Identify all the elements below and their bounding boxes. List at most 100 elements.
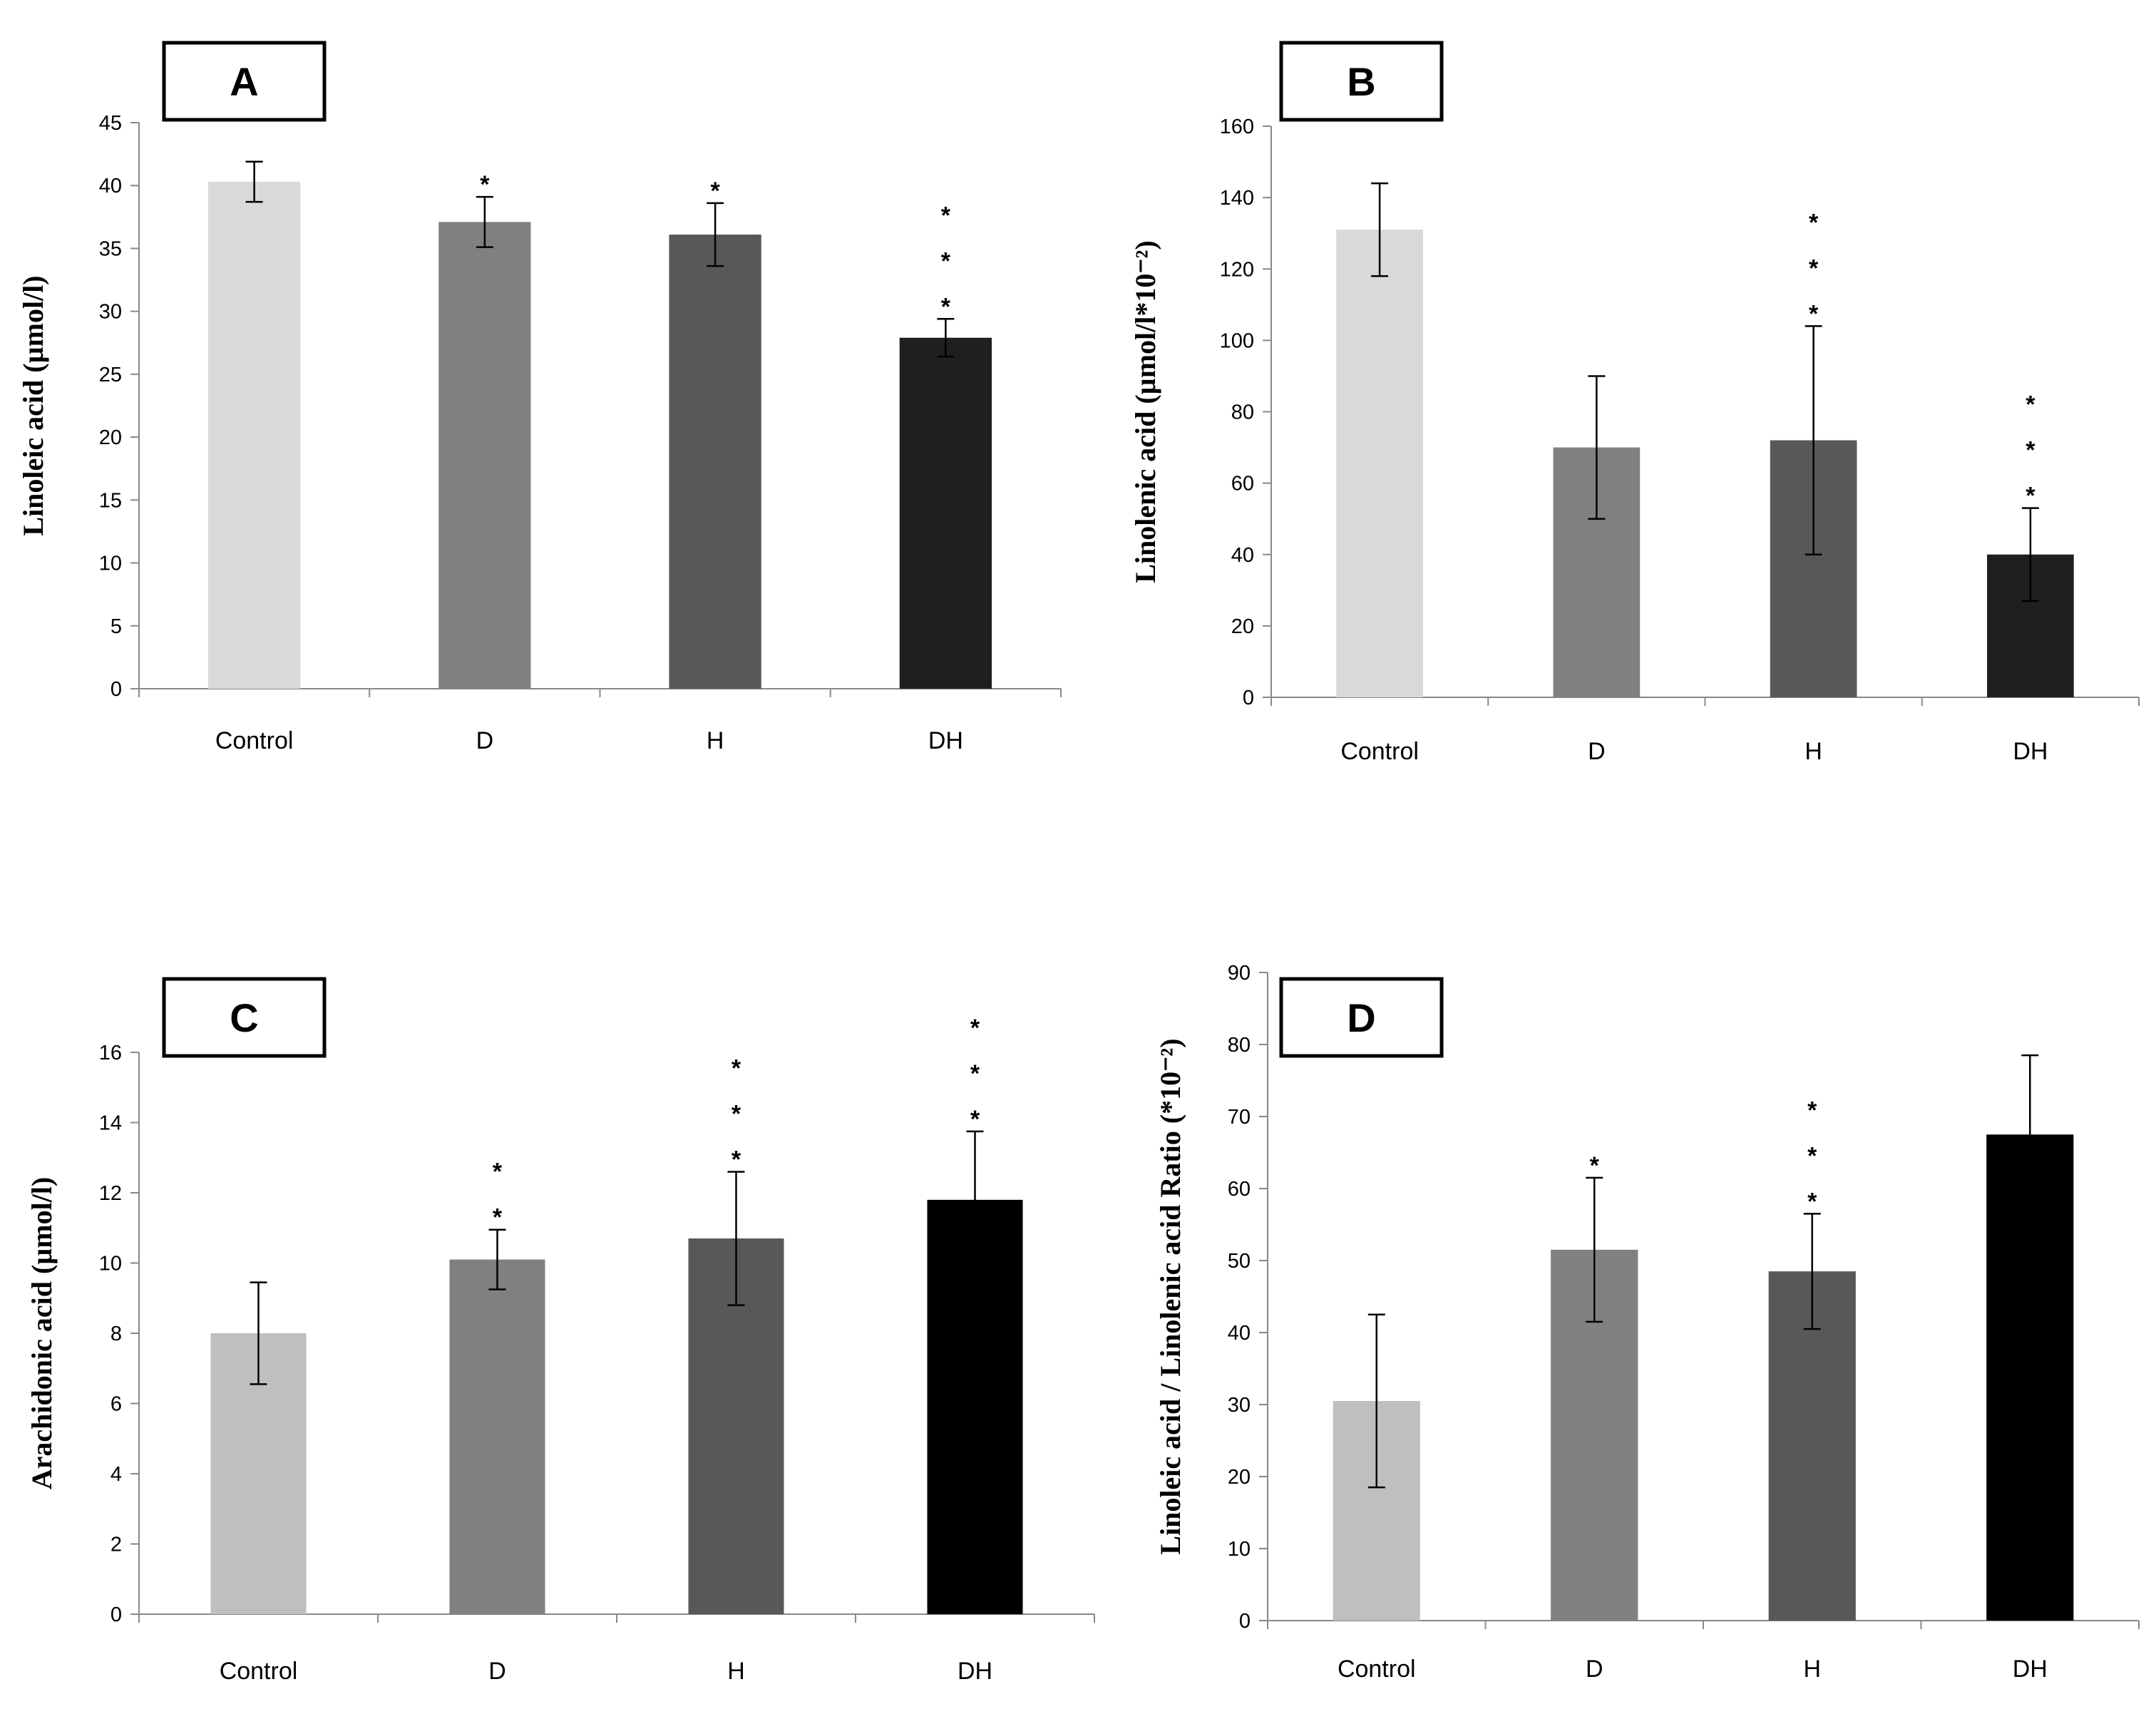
y-tick-label: 60 bbox=[1231, 473, 1254, 496]
y-tick-label: 40 bbox=[1228, 1322, 1251, 1345]
significance-star: * bbox=[970, 1106, 980, 1133]
y-tick-label: 5 bbox=[111, 615, 122, 638]
panel-label: B bbox=[1347, 59, 1375, 104]
y-tick-label: 35 bbox=[99, 237, 122, 260]
x-category-label: DH bbox=[2013, 738, 2048, 765]
x-category-label: D bbox=[1588, 738, 1606, 765]
significance-star: * bbox=[1807, 1188, 1817, 1215]
y-tick-label: 60 bbox=[1228, 1178, 1251, 1201]
y-tick-label: 0 bbox=[111, 1603, 122, 1626]
significance-marker: * * * bbox=[1809, 209, 1819, 327]
significance-star: * bbox=[1809, 300, 1819, 327]
significance-marker: * * * bbox=[970, 1015, 980, 1133]
significance-star: * bbox=[970, 1015, 980, 1042]
y-tick-label: 4 bbox=[111, 1463, 122, 1486]
y-tick-label: 40 bbox=[99, 175, 122, 197]
y-tick-label: 160 bbox=[1220, 116, 1254, 138]
significance-star: * bbox=[1809, 209, 1819, 236]
significance-marker: ** bbox=[493, 1159, 503, 1231]
bar-d bbox=[438, 222, 531, 689]
significance-star: * bbox=[732, 1054, 741, 1082]
y-tick-label: 80 bbox=[1231, 401, 1254, 424]
y-tick-label: 15 bbox=[99, 489, 122, 512]
significance-star: * bbox=[970, 1060, 980, 1087]
significance-star: * bbox=[941, 247, 951, 274]
y-tick-label: 10 bbox=[1228, 1538, 1251, 1561]
panel-label: A bbox=[230, 59, 258, 104]
y-tick-label: 12 bbox=[99, 1182, 122, 1205]
y-axis-label: Linoleic acid (µmol/l) bbox=[17, 275, 49, 535]
x-category-label: D bbox=[488, 1658, 506, 1685]
y-tick-label: 90 bbox=[1228, 962, 1251, 985]
y-tick-label: 20 bbox=[1228, 1466, 1251, 1489]
significance-star: * bbox=[1809, 255, 1819, 282]
bar-control bbox=[207, 181, 301, 689]
panel-label-box bbox=[162, 977, 327, 1058]
significance-star: * bbox=[2026, 483, 2036, 510]
x-category-label: Control bbox=[1340, 738, 1419, 765]
bar-d bbox=[449, 1259, 545, 1614]
significance-star: * bbox=[493, 1204, 503, 1231]
x-category-label: H bbox=[1805, 738, 1822, 765]
y-tick-label: 120 bbox=[1220, 258, 1254, 281]
x-category-label: DH bbox=[2013, 1656, 2048, 1683]
y-tick-label: 30 bbox=[1228, 1394, 1251, 1417]
x-category-label: D bbox=[1586, 1656, 1603, 1683]
panel-d-chart: 0 10 20 30 40 50 60 70 80 90 Control * D * * * H DH Linole… bbox=[1154, 962, 2140, 1683]
panel-label-box bbox=[1279, 41, 1444, 122]
significance-star: * bbox=[1807, 1097, 1817, 1124]
panel-a-chart: 0 5 10 15 20 25 30 35 40 45 Control * D * H * * * DH Linole… bbox=[17, 41, 1062, 754]
panel-label-box bbox=[1279, 977, 1444, 1058]
y-tick-label: 100 bbox=[1220, 329, 1254, 352]
y-tick-label: 0 bbox=[1239, 1610, 1251, 1633]
y-tick-label: 70 bbox=[1228, 1106, 1251, 1129]
y-tick-label: 0 bbox=[111, 678, 122, 701]
y-tick-label: 20 bbox=[99, 426, 122, 449]
significance-star: * bbox=[941, 293, 951, 320]
y-tick-label: 40 bbox=[1231, 544, 1254, 567]
y-tick-label: 6 bbox=[111, 1393, 122, 1416]
x-category-label: DH bbox=[928, 727, 963, 754]
panel-b-chart: 0 20 40 60 80 100 120 140 160 Control D * * * H * * * DH Li… bbox=[1129, 41, 2140, 765]
panel-label: D bbox=[1347, 995, 1375, 1040]
x-category-label: Control bbox=[215, 727, 294, 754]
significance-star: * bbox=[2026, 437, 2036, 464]
significance-marker: * bbox=[480, 171, 490, 198]
y-tick-label: 30 bbox=[99, 301, 122, 324]
significance-star: * bbox=[711, 178, 721, 205]
significance-star: * bbox=[480, 171, 490, 198]
significance-marker: * * * bbox=[1807, 1097, 1817, 1215]
significance-marker: * bbox=[1590, 1152, 1600, 1179]
x-category-label: Control bbox=[220, 1658, 298, 1685]
y-tick-label: 50 bbox=[1228, 1250, 1251, 1273]
bar-dh bbox=[1986, 1134, 2074, 1621]
significance-marker: * * * bbox=[941, 202, 951, 320]
y-tick-label: 20 bbox=[1231, 615, 1254, 638]
x-category-label: H bbox=[727, 1658, 745, 1685]
panel-c-chart: 0246810121416Control**D***H***DHArachido… bbox=[26, 977, 1095, 1685]
panel-label-box bbox=[162, 41, 327, 122]
x-category-label: H bbox=[1803, 1656, 1821, 1683]
x-category-label: D bbox=[476, 727, 494, 754]
significance-marker: * bbox=[711, 178, 721, 205]
y-tick-label: 16 bbox=[99, 1042, 122, 1064]
significance-marker: * * * bbox=[732, 1054, 741, 1173]
panel-label: C bbox=[230, 995, 258, 1040]
y-tick-label: 14 bbox=[99, 1112, 122, 1135]
bar-h bbox=[669, 235, 761, 689]
y-axis-label: Linoleic acid / Linolenic acid Ratio (*1… bbox=[1154, 1038, 1186, 1554]
x-category-label: H bbox=[707, 727, 724, 754]
significance-star: * bbox=[941, 202, 951, 229]
y-axis-label: Linolenic acid (µmol/l*10⁻²) bbox=[1129, 240, 1161, 583]
y-tick-label: 80 bbox=[1228, 1034, 1251, 1057]
y-tick-label: 10 bbox=[99, 553, 122, 575]
significance-star: * bbox=[2026, 391, 2036, 419]
significance-star: * bbox=[732, 1146, 741, 1173]
y-tick-label: 8 bbox=[111, 1323, 122, 1345]
y-tick-label: 25 bbox=[99, 364, 122, 386]
x-category-label: Control bbox=[1338, 1656, 1416, 1683]
y-tick-label: 0 bbox=[1243, 687, 1254, 709]
bar-dh bbox=[899, 337, 992, 689]
y-tick-label: 45 bbox=[99, 112, 122, 135]
bar-control bbox=[1336, 230, 1423, 697]
